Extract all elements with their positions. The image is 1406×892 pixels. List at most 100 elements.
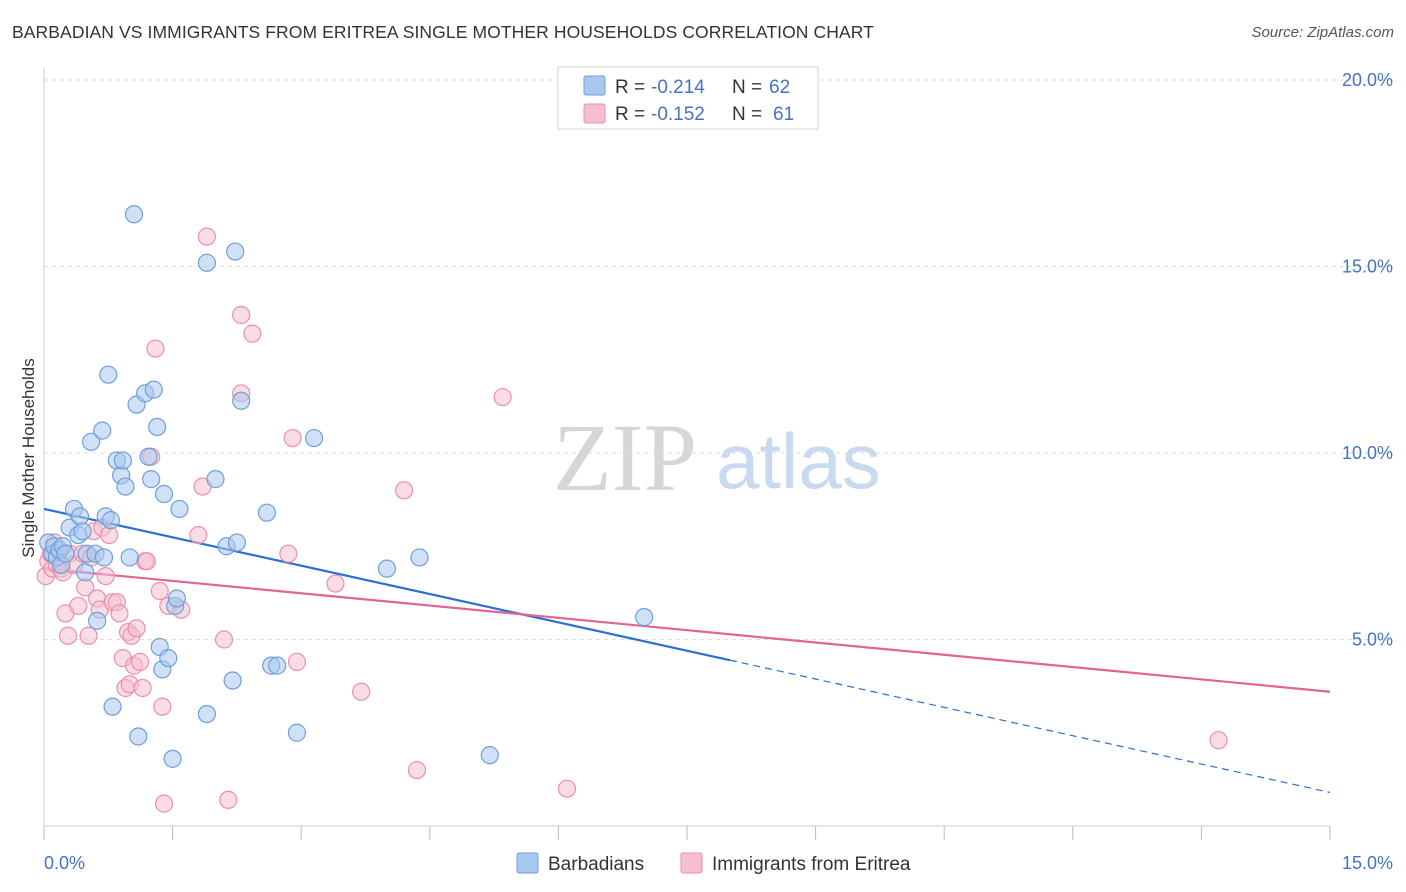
barbadian-point — [56, 544, 75, 563]
chart-title: BARBADIAN VS IMMIGRANTS FROM ERITREA SIN… — [12, 22, 874, 42]
legend-swatch-eritrea — [680, 852, 703, 874]
barbadian-point — [223, 671, 242, 690]
x-tick-label: 0.0% — [44, 853, 85, 873]
barbadian-trend-extension — [729, 659, 1331, 794]
gridlines — [44, 79, 1392, 640]
barbadian-point — [154, 484, 174, 504]
barbadian-point — [88, 611, 107, 630]
watermark-atlas: atlas — [716, 417, 881, 505]
barbadian-point — [70, 507, 90, 526]
y-tick-label: 5.0% — [1352, 630, 1393, 650]
eritrea-point — [110, 604, 129, 623]
eritrea-point — [283, 428, 302, 448]
legend-label-eritrea: Immigrants from Eritrea — [712, 854, 911, 875]
eritrea-point — [150, 581, 169, 601]
barbadian-point — [124, 205, 144, 224]
legend-swatch-barbadians — [516, 852, 539, 874]
legend-r-label-1: R = — [615, 77, 645, 98]
barbadian-point — [377, 559, 397, 578]
y-axis-label: Single Mother Households — [19, 358, 38, 557]
eritrea-point — [137, 552, 156, 571]
eritrea-point — [352, 682, 371, 701]
barbadian-point — [99, 365, 118, 384]
legend-n-value-2: 61 — [773, 104, 794, 125]
barbadian-point — [144, 380, 163, 399]
eritrea-point — [58, 626, 78, 645]
eritrea-point — [1209, 731, 1228, 750]
barbadian-point — [197, 253, 216, 272]
barbadian-point — [159, 649, 178, 668]
x-tick-label: 15.0% — [1342, 853, 1393, 873]
eritrea-trend-line — [43, 567, 1331, 693]
tick-labels: 5.0% 10.0% 15.0% 20.0% 0.0% 15.0% — [44, 70, 1393, 873]
legend-r-label-2: R = — [615, 104, 645, 125]
axes — [43, 68, 1331, 840]
eritrea-point — [243, 324, 262, 343]
y-tick-label: 15.0% — [1342, 257, 1393, 277]
eritrea-point — [79, 626, 98, 645]
watermark-zip: ZIP — [553, 404, 697, 511]
eritrea-point — [127, 619, 146, 638]
barbadian-point — [304, 428, 324, 448]
eritrea-point — [153, 697, 172, 716]
data-points — [36, 205, 1228, 813]
barbadian-point — [76, 563, 95, 582]
eritrea-point — [232, 305, 251, 325]
eritrea-point — [100, 525, 119, 545]
trend-lines — [43, 507, 1331, 794]
barbadian-point — [116, 477, 135, 496]
barbadian-point — [287, 723, 307, 742]
barbadian-point — [257, 503, 277, 522]
eritrea-point — [219, 790, 238, 809]
legend-n-label-1: N = — [732, 77, 762, 98]
eritrea-point — [407, 760, 427, 780]
eritrea-point — [493, 387, 512, 407]
eritrea-point — [133, 678, 152, 698]
legend-n-label-2: N = — [732, 104, 762, 125]
eritrea-point — [154, 794, 174, 813]
barbadian-point — [142, 470, 161, 489]
barbadian-point — [480, 746, 499, 765]
barbadian-point — [129, 727, 148, 746]
legend-swatch-pink — [583, 103, 606, 124]
barbadian-point — [232, 391, 251, 410]
legend-swatch-blue — [583, 75, 606, 96]
eritrea-point — [146, 339, 165, 358]
y-tick-label: 10.0% — [1342, 443, 1393, 463]
barbadian-point — [94, 548, 114, 567]
barbadian-point — [82, 432, 101, 451]
barbadian-point — [268, 656, 287, 675]
barbadian-point — [139, 447, 158, 466]
eritrea-point — [197, 227, 216, 246]
barbadian-point — [167, 589, 186, 608]
legend-r-value-1: -0.214 — [651, 77, 705, 98]
eritrea-point — [189, 525, 208, 545]
barbadian-point — [226, 242, 245, 261]
barbadian-point — [163, 749, 182, 768]
eritrea-point — [96, 566, 115, 586]
eritrea-point — [326, 574, 345, 593]
legend-n-value-1: 62 — [769, 77, 790, 98]
barbadian-point — [206, 470, 225, 489]
y-tick-label: 20.0% — [1342, 70, 1393, 90]
eritrea-point — [130, 652, 150, 671]
eritrea-point — [279, 544, 298, 563]
barbadian-point — [197, 704, 216, 724]
eritrea-point — [287, 652, 307, 671]
barbadian-point — [113, 451, 132, 470]
legend-r-value-2: -0.152 — [651, 104, 705, 125]
barbadian-point — [410, 548, 429, 567]
barbadian-trend-line — [43, 507, 731, 662]
legend-label-barbadians: Barbadians — [548, 854, 644, 875]
eritrea-point — [557, 779, 577, 798]
barbadian-point — [635, 608, 654, 627]
barbadian-point — [120, 548, 139, 567]
series-legend: Barbadians Immigrants from Eritrea — [516, 852, 911, 875]
eritrea-point — [69, 596, 88, 616]
barbadian-point — [103, 697, 122, 716]
barbadian-point — [73, 522, 92, 541]
barbadian-point — [93, 421, 112, 440]
barbadian-point — [101, 511, 120, 530]
chart-source: Source: ZipAtlas.com — [1251, 24, 1394, 41]
